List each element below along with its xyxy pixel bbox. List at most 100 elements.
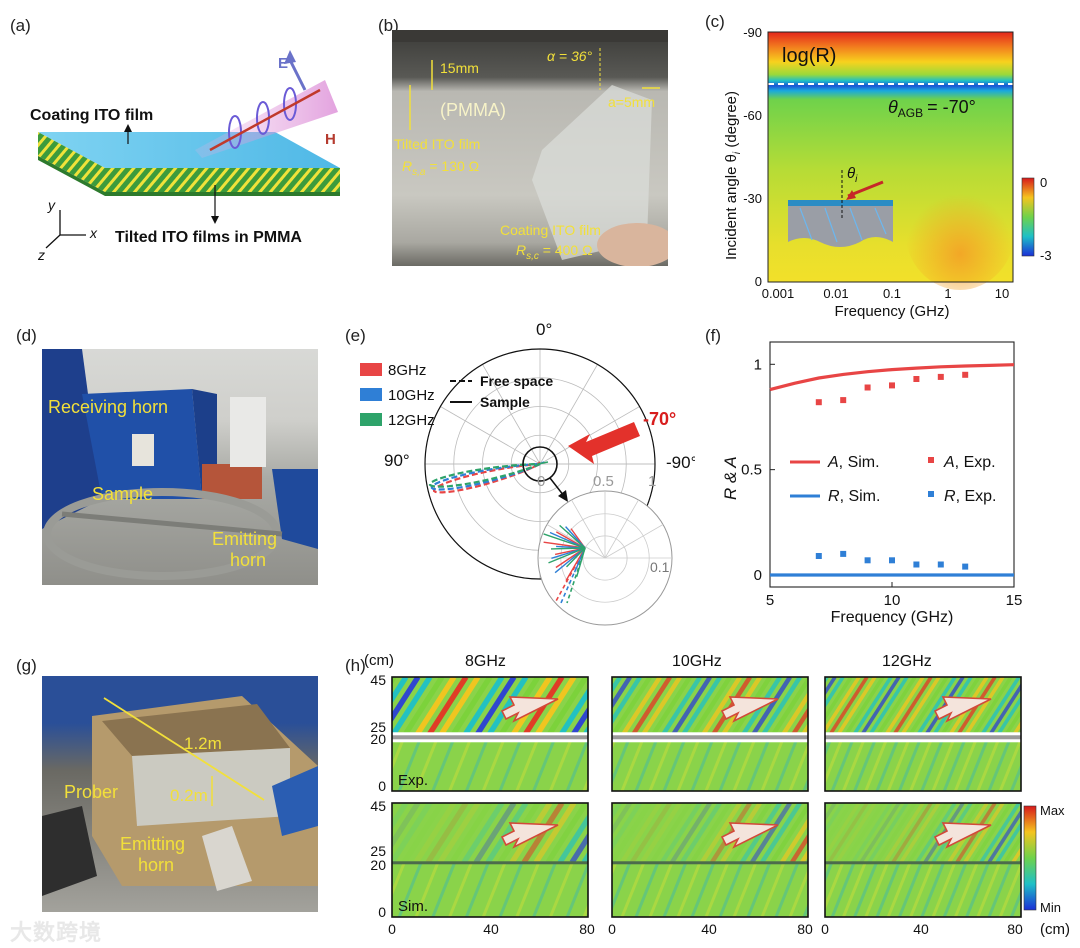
tilted-ito-film-label: Tilted ITO film (394, 136, 481, 152)
h-y-unit: (cm) (364, 652, 394, 669)
c-xtick-1: 0.01 (823, 286, 848, 301)
c-ylabel: Incident angle θi (degree) (723, 91, 743, 260)
height-label: 0.2m (170, 786, 208, 805)
inset-ray-12ghz (548, 547, 586, 564)
field-map-12ghz-exp (825, 677, 1021, 791)
panel-e-polar-plot: 0.1 -70° 0° 90° -90° 0 0.5 1 8GHz 10GHz … (360, 320, 695, 626)
panel-f-chart: 5 10 15 0 0.5 1 R & A Frequency (GHz) A, Sim.… (721, 341, 1023, 626)
f-legend-r-sim: R, Sim. (828, 488, 880, 505)
c-ytick-3: 0 (755, 274, 762, 289)
lobe-free-space-8ghz (432, 462, 541, 494)
h-row1-ytick-25: 25 (370, 719, 386, 735)
h-cbar-min: Min (1040, 900, 1061, 915)
f-xtick-15: 15 (1006, 592, 1023, 609)
panel-label-a: (a) (10, 16, 31, 35)
panel-a-schematic: E H Coating ITO film Tilted ITO films in… (30, 50, 340, 263)
rsa-label: Rs,a = 130 Ω (402, 158, 480, 178)
field-map-8ghz-exp (392, 677, 588, 791)
axis-y-label: y (47, 197, 56, 213)
tilted-ito-label: Tilted ITO films in PMMA (115, 229, 302, 246)
coating-ito-film-label: Coating ITO film (500, 222, 601, 238)
c-ytick-0: -90 (743, 25, 762, 40)
prober-label: Prober (64, 782, 119, 802)
panel-b-photo: α = 36° 15mm (PMMA) a=5mm Tilted ITO fil… (392, 30, 668, 266)
inset-ray-12ghz (565, 547, 586, 568)
incident-angle-label: -70° (643, 409, 676, 429)
radial-tick-1: 0.5 (593, 473, 614, 490)
field-map-10ghz-sim (612, 803, 808, 917)
c-xtick-0: 0.001 (762, 286, 795, 301)
inset-ray-8ghz (565, 547, 586, 581)
field-map-12ghz-sim (825, 803, 1021, 917)
h-row1-ytick-45: 45 (370, 672, 386, 688)
point-r-exp- (864, 557, 871, 564)
f-ytick-1: 1 (754, 356, 762, 373)
c-xtick-2: 0.1 (883, 286, 901, 301)
h-xtick-40-b: 40 (701, 921, 717, 937)
point-r-exp- (840, 550, 847, 557)
h-xtick-40-c: 40 (913, 921, 929, 937)
g-emitting-label: Emitting (120, 834, 186, 854)
c-colorbar (1021, 177, 1035, 257)
h-row-label-sim: Sim. (398, 898, 428, 915)
axis-z-label: z (37, 247, 45, 263)
axis-x-label: x (89, 225, 98, 241)
h-field-line (209, 88, 321, 152)
g-horn-label: horn (138, 855, 175, 875)
inset-ray-12ghz (559, 524, 586, 549)
h-label: H (325, 131, 336, 148)
angle-neg90-label: -90° (666, 453, 695, 472)
lobe-free-space-12ghz (428, 462, 541, 488)
legend-12ghz: 12GHz (388, 412, 435, 429)
hand (597, 223, 668, 266)
radial-tick-2: 1 (648, 473, 656, 490)
sample-label: Sample (92, 484, 154, 504)
radial-tick-0: 0 (537, 473, 545, 490)
point-a-exp- (815, 399, 822, 406)
alpha-angle-label: α = 36° (547, 48, 593, 64)
legend-swatch-12ghz (360, 413, 382, 426)
h-xtick-80-c: 80 (1007, 921, 1023, 937)
h-x-unit: (cm) (1040, 921, 1070, 938)
legend-10ghz: 10GHz (388, 387, 435, 404)
log-r-title: log(R) (782, 45, 836, 67)
h-row-label-exp: Exp. (398, 772, 428, 789)
h-cbar-max: Max (1040, 803, 1065, 818)
f-ytick-0: 0 (754, 567, 762, 584)
f-legend-a-exp: A, Exp. (943, 454, 996, 471)
agb-label: θAGB = -70° (888, 97, 976, 120)
angle-90-label: 90° (384, 451, 410, 470)
panel-label-f: (f) (705, 326, 722, 345)
f-xtick-5: 5 (766, 592, 774, 609)
f-ytick-0.5: 0.5 (741, 462, 762, 479)
inset-tick: 0.1 (650, 559, 670, 575)
h-xtick-80-b: 80 (797, 921, 813, 937)
angle-0-label: 0° (536, 320, 552, 339)
h-xtick-0-a: 0 (388, 921, 396, 937)
incident-arrow (568, 422, 640, 464)
ito-coating-surface (38, 132, 340, 168)
panel-c-reflection-map: θi log(R) θAGB = -70° -90 -60 -30 0 0.001… (723, 25, 1052, 320)
watermark: 大数跨境 (10, 921, 103, 946)
sample-strip (132, 748, 290, 826)
e-legend: 8GHz 10GHz 12GHz Free space Sample (360, 362, 553, 429)
h-row2-ytick-45: 45 (370, 798, 386, 814)
zoom-circle (522, 446, 558, 482)
point-a-exp- (864, 384, 871, 391)
h-xtick-40-a: 40 (483, 921, 499, 937)
f-legend-r-exp: R, Exp. (944, 488, 996, 505)
c-xtick-3: 1 (944, 286, 951, 301)
c-xtick-4: 10 (995, 286, 1009, 301)
f-xlabel: Frequency (GHz) (831, 609, 954, 626)
c-xlabel: Frequency (GHz) (834, 303, 949, 320)
panel-d-photo: Receiving horn Sample Emitting horn (42, 349, 318, 585)
c-ytick-1: -60 (743, 108, 762, 123)
h-row2-ytick-0: 0 (378, 904, 386, 920)
sample-block (132, 434, 154, 466)
panel-label-d: (d) (16, 326, 37, 345)
incidence-inset (788, 170, 893, 247)
point-a-exp- (840, 397, 847, 404)
lobe-free-space-10ghz (430, 462, 541, 491)
legend-free-space: Free space (480, 373, 553, 389)
panel-label-c: (c) (705, 12, 725, 31)
